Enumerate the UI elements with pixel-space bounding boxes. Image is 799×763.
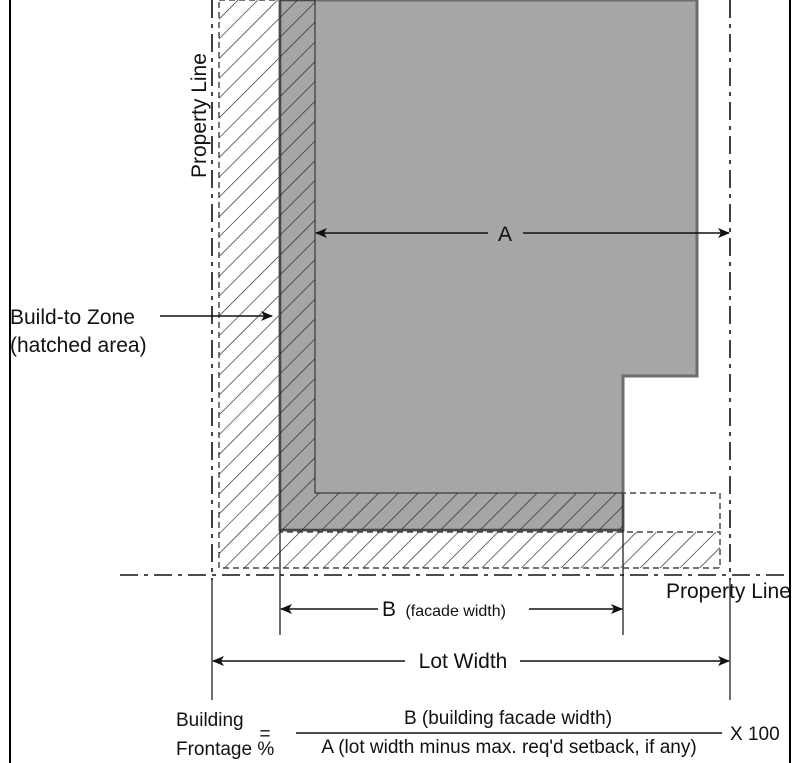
build-to-zone-label: Build-to Zone (10, 306, 135, 329)
lot-width-label: Lot Width (419, 650, 508, 673)
building-footprint (278, 0, 699, 532)
dimension-b-label: B (facade width) (382, 598, 506, 621)
formula-lhs-line2: Frontage % (176, 739, 274, 760)
property-line-horizontal-label: Property Line (666, 580, 791, 603)
dimension-b-letter: B (382, 598, 396, 621)
property-line-vertical-label: Property Line (188, 53, 211, 178)
dimension-a-label: A (498, 223, 512, 246)
dimension-b-note: (facade width) (405, 603, 506, 620)
build-to-zone-hatch (218, 0, 721, 569)
build-to-zone-inner-edge (280, 492, 721, 532)
formula-lhs-line1: Building (176, 710, 244, 731)
formula-equals: = (259, 724, 270, 745)
formula-multiplier: X 100 (730, 724, 780, 745)
formula-numerator: B (building facade width) (404, 708, 612, 729)
formula-denominator: A (lot width minus max. req'd setback, i… (321, 737, 696, 758)
build-to-zone-sublabel: (hatched area) (10, 334, 147, 357)
